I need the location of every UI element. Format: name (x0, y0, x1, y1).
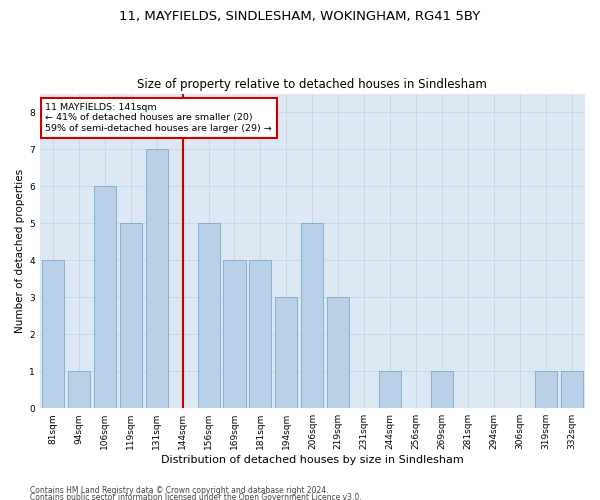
Bar (561, 371, 583, 408)
Bar (431, 371, 453, 408)
Bar (68, 371, 90, 408)
Bar (119, 223, 142, 408)
Text: Contains public sector information licensed under the Open Government Licence v3: Contains public sector information licen… (30, 494, 362, 500)
Bar (42, 260, 64, 408)
Bar (328, 297, 349, 408)
Bar (250, 260, 271, 408)
Text: 11 MAYFIELDS: 141sqm
← 41% of detached houses are smaller (20)
59% of semi-detac: 11 MAYFIELDS: 141sqm ← 41% of detached h… (45, 103, 272, 133)
Bar (275, 297, 298, 408)
Text: Contains HM Land Registry data © Crown copyright and database right 2024.: Contains HM Land Registry data © Crown c… (30, 486, 329, 495)
Bar (223, 260, 245, 408)
Bar (535, 371, 557, 408)
Bar (94, 186, 116, 408)
Bar (197, 223, 220, 408)
Title: Size of property relative to detached houses in Sindlesham: Size of property relative to detached ho… (137, 78, 487, 91)
Y-axis label: Number of detached properties: Number of detached properties (15, 169, 25, 333)
Bar (301, 223, 323, 408)
Text: 11, MAYFIELDS, SINDLESHAM, WOKINGHAM, RG41 5BY: 11, MAYFIELDS, SINDLESHAM, WOKINGHAM, RG… (119, 10, 481, 23)
Bar (379, 371, 401, 408)
Bar (146, 149, 167, 408)
X-axis label: Distribution of detached houses by size in Sindlesham: Distribution of detached houses by size … (161, 455, 464, 465)
